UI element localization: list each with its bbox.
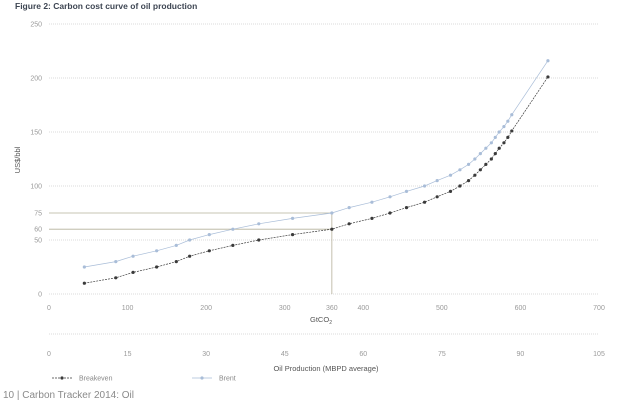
data-point-brent (388, 195, 392, 199)
legend-marker-brent (200, 376, 204, 380)
data-point-breakeven (435, 195, 439, 199)
secondary-x-tick-label: 30 (202, 351, 210, 358)
data-point-brent (231, 227, 235, 231)
x-axis-label: GtCO2 (310, 315, 332, 326)
secondary-x-tick-label: 60 (359, 351, 367, 358)
data-point-brent (174, 243, 178, 247)
data-point-breakeven (370, 216, 374, 220)
data-point-breakeven (404, 206, 409, 210)
data-point-brent (370, 200, 374, 204)
x-tick-label: 600 (515, 305, 527, 312)
data-point-brent (330, 211, 334, 215)
data-point-breakeven (458, 184, 462, 188)
series-line-breakeven (84, 76, 549, 284)
data-point-brent (114, 260, 118, 264)
data-point-breakeven (484, 162, 488, 166)
data-point-breakeven (290, 233, 295, 237)
data-point-breakeven (231, 243, 235, 247)
data-point-breakeven (478, 168, 482, 172)
data-point-brent (290, 216, 295, 220)
secondary-x-tick-label: 45 (281, 351, 289, 358)
data-point-breakeven (502, 141, 506, 145)
data-point-breakeven (207, 249, 211, 253)
data-point-brent (510, 113, 514, 117)
data-point-brent (478, 152, 482, 156)
x-tick-label: 200 (200, 305, 212, 312)
data-point-brent (473, 157, 477, 161)
data-point-breakeven (489, 157, 493, 161)
legend-marker-breakeven (60, 376, 64, 380)
x-tick-label: 0 (47, 305, 51, 312)
data-point-brent (458, 168, 462, 172)
x-tick-label: 360 (326, 305, 338, 312)
data-point-brent (546, 59, 550, 63)
data-point-breakeven (448, 189, 453, 193)
data-point-brent (484, 146, 488, 150)
y-tick-label: 200 (30, 76, 42, 83)
x-tick-label: 100 (122, 305, 134, 312)
data-point-breakeven (466, 179, 471, 183)
data-point-breakeven (114, 276, 118, 280)
y-tick-label: 50 (34, 238, 42, 245)
data-point-breakeven (155, 265, 159, 269)
data-point-breakeven (546, 75, 550, 79)
data-point-brent (497, 130, 501, 134)
footer: 10 | Carbon Tracker 2014: Oil (3, 390, 134, 401)
x-tick-label: 400 (357, 305, 369, 312)
data-point-brent (489, 141, 493, 145)
y-tick-label: 250 (30, 22, 42, 29)
data-point-brent (404, 189, 409, 193)
data-point-brent (155, 249, 159, 253)
data-point-breakeven (510, 129, 514, 133)
data-point-brent (257, 222, 261, 226)
data-point-brent (435, 179, 439, 183)
secondary-x-tick-label: 0 (47, 351, 51, 358)
series-line-brent (84, 60, 549, 268)
data-point-brent (347, 206, 351, 210)
y-tick-label: 0 (38, 292, 42, 299)
secondary-x-tick-label: 90 (517, 351, 525, 358)
data-point-brent (131, 254, 135, 258)
secondary-x-tick-label: 105 (593, 351, 605, 358)
x-tick-label: 300 (279, 305, 291, 312)
secondary-x-tick-label: 15 (124, 351, 132, 358)
legend-label-brent: Brent (219, 376, 236, 383)
y-axis-label: US$/bbl (13, 146, 22, 173)
x-axis-label-main: GtCO (310, 315, 329, 324)
data-point-breakeven (330, 227, 334, 231)
data-point-breakeven (131, 270, 135, 274)
data-point-breakeven (82, 281, 86, 285)
data-point-brent (422, 184, 427, 188)
data-point-breakeven (388, 211, 392, 215)
secondary-x-tick-label: 75 (438, 351, 446, 358)
data-point-breakeven (174, 260, 178, 264)
data-point-breakeven (493, 152, 497, 156)
data-point-breakeven (506, 135, 510, 139)
y-tick-label: 60 (34, 227, 42, 234)
data-point-breakeven (347, 222, 351, 226)
chart-title: Figure 2: Carbon cost curve of oil produ… (15, 1, 198, 11)
data-point-brent (493, 135, 497, 139)
y-tick-label: 75 (34, 211, 42, 218)
data-point-brent (502, 125, 506, 129)
data-point-breakeven (257, 238, 261, 242)
data-point-breakeven (188, 254, 192, 258)
data-point-breakeven (497, 146, 501, 150)
data-point-brent (188, 238, 192, 242)
data-point-brent (506, 119, 510, 123)
y-tick-label: 150 (30, 130, 42, 137)
y-tick-label: 100 (30, 184, 42, 191)
data-point-breakeven (422, 200, 427, 204)
data-point-brent (448, 173, 453, 177)
secondary-x-axis-label: Oil Production (MBPD average) (273, 364, 379, 373)
data-point-brent (82, 265, 86, 269)
x-axis-label-sub: 2 (329, 320, 332, 326)
data-point-brent (466, 162, 471, 166)
data-point-breakeven (473, 173, 477, 177)
data-point-brent (207, 233, 211, 237)
legend-label-breakeven: Breakeven (79, 376, 113, 383)
x-tick-label: 500 (436, 305, 448, 312)
x-tick-label: 700 (593, 305, 605, 312)
